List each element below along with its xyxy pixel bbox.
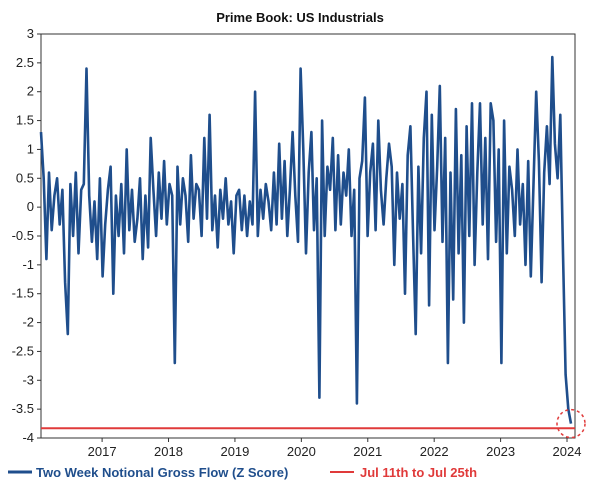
y-tick-label: 1 (27, 141, 34, 156)
x-tick-label: 2022 (420, 444, 449, 459)
x-tick-label: 2017 (88, 444, 117, 459)
x-tick-label: 2023 (486, 444, 515, 459)
highlight-circle (556, 408, 586, 439)
y-axis: 3 2.5 2 1.5 1 0.5 0 -0.5 -1 -1.5 -2 -2.5 -3 -3.5 -4 (12, 26, 41, 445)
legend-label-series: Two Week Notional Gross Flow (Z Score) (36, 465, 288, 480)
x-axis: 2017 2018 2019 2020 2021 2022 2023 2024 (88, 438, 582, 459)
y-tick-label: -1.5 (12, 286, 34, 301)
y-tick-label: -3 (22, 372, 34, 387)
y-tick-label: -2 (22, 315, 34, 330)
y-tick-label: 3 (27, 26, 34, 41)
series-layer (39, 55, 573, 424)
chart-title: Prime Book: US Industrials (216, 10, 384, 25)
x-tick-label: 2021 (353, 444, 382, 459)
y-tick-label: -3.5 (12, 401, 34, 416)
annotation-layer (41, 408, 586, 439)
x-tick-label: 2020 (287, 444, 316, 459)
series-line (39, 55, 573, 424)
x-tick-label: 2024 (553, 444, 582, 459)
y-tick-label: 2 (27, 84, 34, 99)
x-tick-label: 2019 (220, 444, 249, 459)
y-tick-label: -2.5 (12, 343, 34, 358)
x-tick-label: 2018 (154, 444, 183, 459)
y-tick-label: -1 (22, 257, 34, 272)
legend-label-hline: Jul 11th to Jul 25th (360, 465, 477, 480)
y-tick-label: 2.5 (16, 55, 34, 70)
legend: Two Week Notional Gross Flow (Z Score) J… (8, 465, 477, 480)
y-tick-label: 0.5 (16, 170, 34, 185)
y-tick-label: -4 (22, 430, 34, 445)
y-tick-label: 0 (27, 199, 34, 214)
y-tick-label: -0.5 (12, 228, 34, 243)
y-tick-label: 1.5 (16, 113, 34, 128)
